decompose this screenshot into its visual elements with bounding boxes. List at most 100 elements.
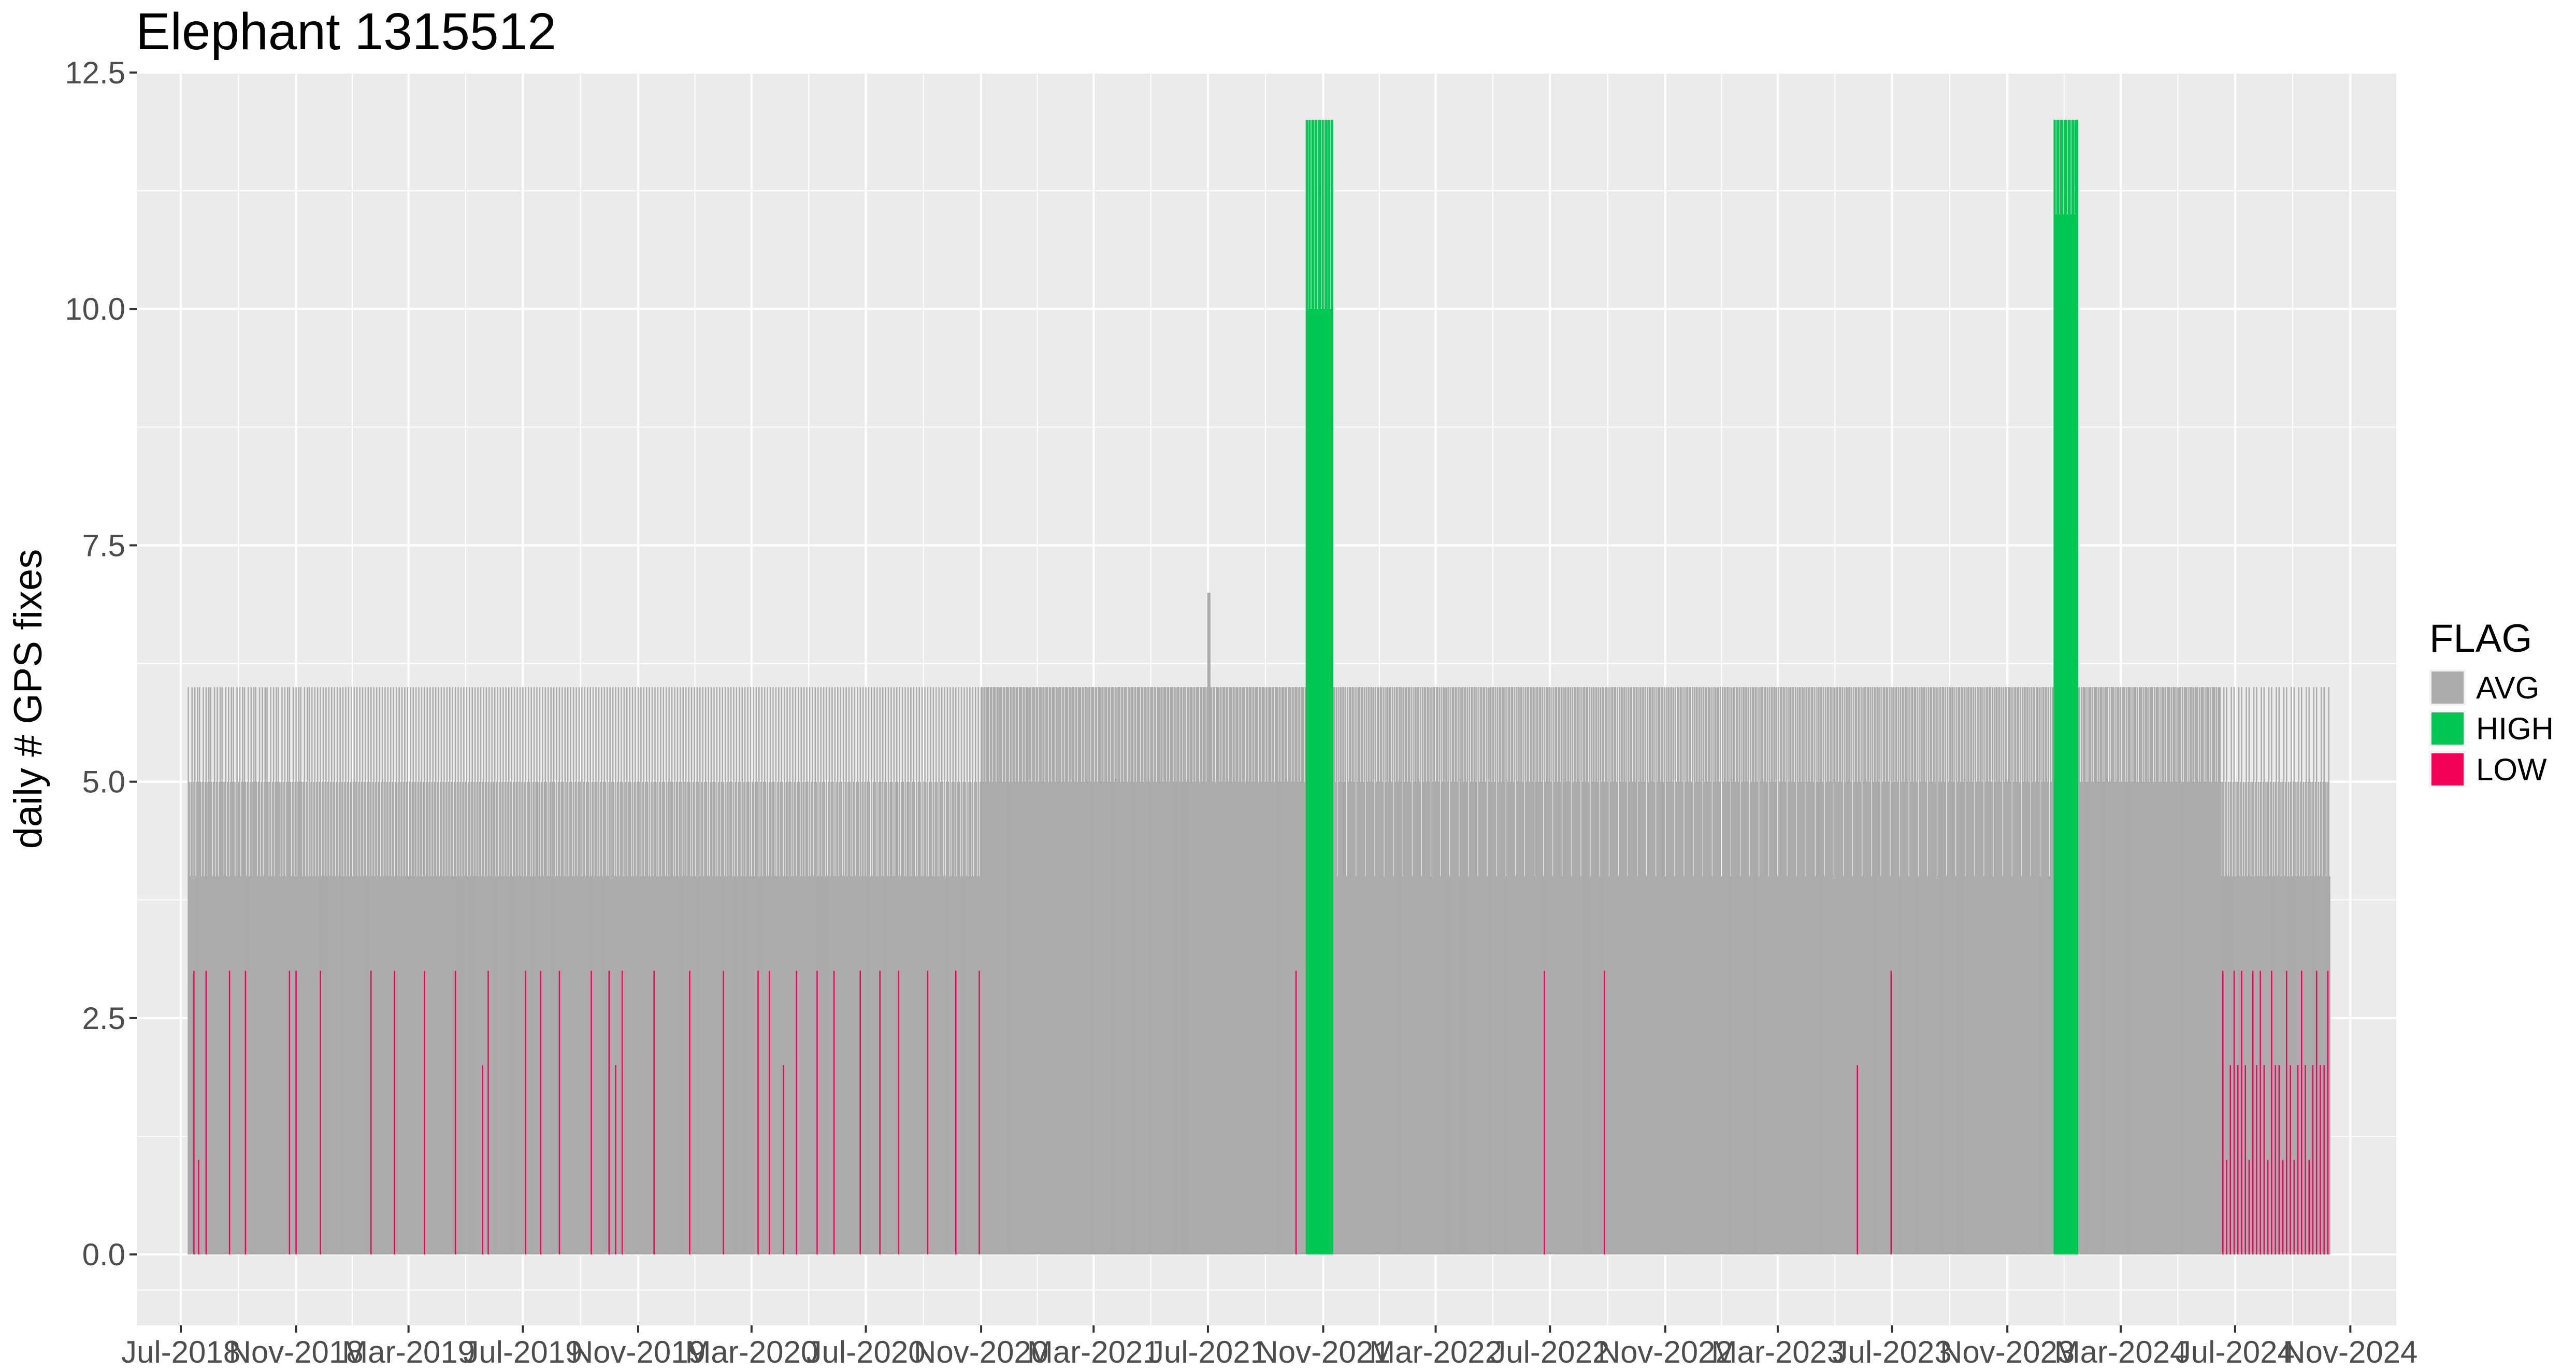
bar-avg (1092, 687, 1095, 1255)
bar-avg (1870, 876, 1873, 1255)
bar-avg (1946, 876, 1947, 1255)
bar-avg (923, 781, 925, 1255)
bar-avg (401, 687, 403, 1255)
bar-avg (996, 687, 998, 1255)
bar-avg (1498, 781, 1500, 1255)
bar-avg (823, 687, 825, 1255)
bar-avg (1760, 781, 1762, 1255)
bar-avg (1564, 687, 1566, 1255)
bar-avg (1112, 687, 1114, 1255)
bar-avg (828, 687, 830, 1255)
bar-avg (1286, 687, 1288, 1255)
bar-avg (668, 687, 670, 1255)
bar-avg (2118, 687, 2120, 1255)
bar-avg (830, 781, 832, 1255)
bar-avg (1402, 876, 1404, 1255)
bar-avg (2289, 876, 2290, 1255)
bar-avg (899, 687, 900, 1255)
bar-avg (1454, 781, 1455, 1255)
bar-high (1308, 120, 1310, 1255)
bar-avg (1075, 687, 1077, 1255)
bar-avg (2116, 687, 2118, 1255)
bar-avg (1008, 687, 1009, 1255)
bar-avg (1766, 687, 1768, 1255)
bar-avg (2257, 781, 2260, 1255)
bar-avg (664, 781, 665, 1255)
bar-avg (853, 781, 855, 1255)
bar-avg (1937, 687, 1939, 1255)
bar-avg (772, 687, 774, 1255)
bar-avg (424, 876, 426, 1255)
bar-avg (2183, 687, 2185, 1255)
bar-avg (889, 781, 891, 1255)
bar-avg (1215, 687, 1217, 1255)
bar-avg (1545, 687, 1547, 1255)
bar-avg (468, 781, 469, 1255)
bar-avg (740, 876, 742, 1255)
bar-avg (2006, 687, 2007, 1255)
bar-avg (639, 876, 641, 1255)
bar-avg (987, 687, 989, 1255)
bar-avg (529, 876, 531, 1255)
bar-avg (616, 781, 618, 1255)
bar-avg (750, 687, 752, 1255)
bar-avg (198, 781, 199, 1255)
bar-avg (916, 687, 917, 1255)
bar-avg (1114, 687, 1116, 1255)
bar-avg (1217, 687, 1219, 1255)
bar-avg (1456, 781, 1458, 1255)
bar-avg (1214, 687, 1215, 1255)
bar-avg (2086, 687, 2088, 1255)
bar-avg (1200, 687, 1201, 1255)
bar-avg (1933, 687, 1934, 1255)
bar-avg (265, 781, 267, 1255)
bar-avg (1276, 687, 1278, 1255)
bar-avg (1727, 687, 1729, 1255)
x-tick-label: Mar-2022 (1369, 1335, 1502, 1369)
bar-avg (941, 687, 943, 1255)
bar-avg (953, 781, 955, 1255)
bar-avg (1186, 781, 1187, 1255)
bar-low (757, 970, 759, 1255)
bar-avg (710, 687, 712, 1255)
bar-avg (1115, 687, 1117, 1255)
bar-avg (2162, 687, 2164, 1255)
bar-avg (920, 876, 922, 1255)
bar-avg (1603, 687, 1604, 1255)
bar-avg (281, 687, 283, 1255)
bar-avg (1138, 687, 1140, 1255)
bar-avg (2210, 687, 2212, 1255)
bar-avg (1877, 687, 1879, 1255)
bar-avg (671, 687, 673, 1255)
bar-avg (1062, 687, 1063, 1255)
bar-avg (2230, 687, 2232, 1255)
bar-avg (701, 781, 703, 1255)
bar-avg (1284, 781, 1286, 1255)
bar-avg (1844, 781, 1846, 1255)
bar-avg (1618, 876, 1619, 1255)
bar-avg (234, 876, 236, 1255)
bar-avg (1070, 781, 1072, 1255)
bar-avg (1404, 781, 1406, 1255)
bar-avg (493, 781, 495, 1255)
bar-avg (586, 687, 588, 1255)
bar-avg (622, 876, 624, 1255)
bar-avg (614, 876, 615, 1255)
bar-avg (842, 876, 843, 1255)
bar-avg (1034, 781, 1037, 1255)
bar-avg (1505, 876, 1507, 1255)
bar-avg (527, 781, 528, 1255)
bar-avg (1915, 687, 1917, 1255)
bar-avg (2300, 781, 2301, 1255)
bar-avg (1751, 781, 1752, 1255)
bar-avg (885, 687, 886, 1255)
bar-avg (1577, 687, 1579, 1255)
bar-avg (786, 687, 788, 1255)
bar-avg (1339, 687, 1341, 1255)
bar-avg (2088, 687, 2090, 1255)
bar-avg (513, 687, 515, 1255)
bar-avg (1840, 781, 1843, 1255)
bar-avg (1096, 687, 1097, 1255)
bar-avg (1060, 687, 1062, 1255)
bar-avg (490, 781, 492, 1255)
